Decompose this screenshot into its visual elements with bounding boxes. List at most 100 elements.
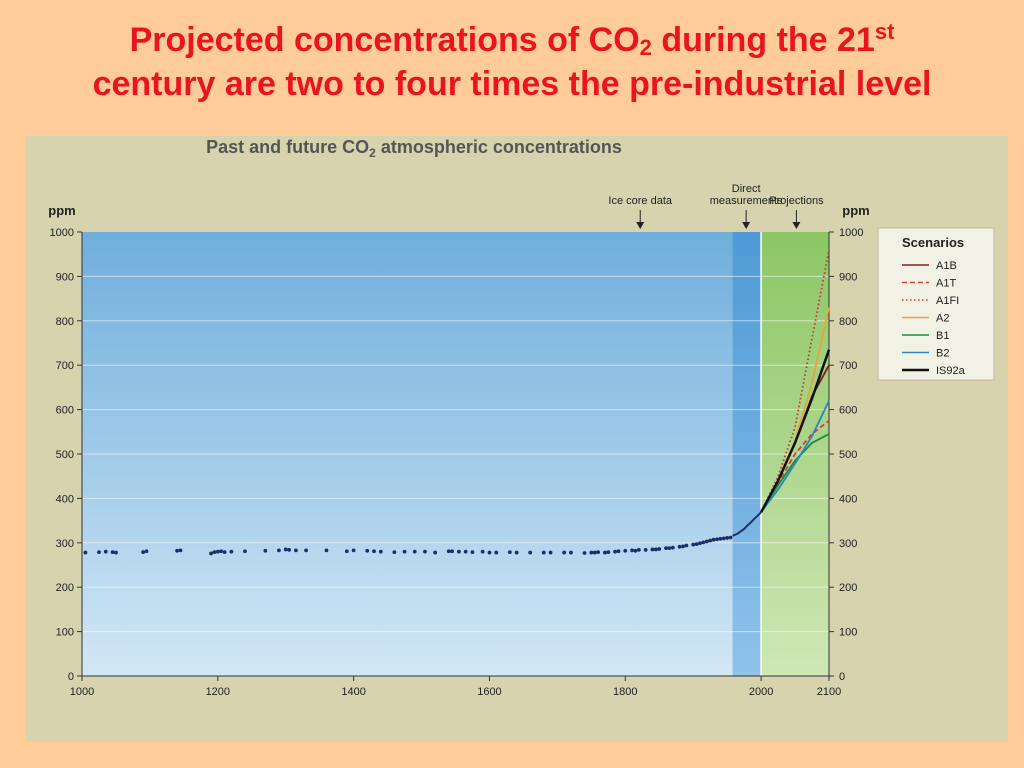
ice-core-point <box>412 549 417 554</box>
y-tick-label-right: 100 <box>839 627 857 639</box>
ice-core-point <box>351 548 356 553</box>
ice-core-point <box>219 549 224 554</box>
ice-core-point <box>670 545 675 550</box>
ice-core-point <box>446 549 451 554</box>
ice-core-point <box>528 550 533 555</box>
legend-label-a1fi: A1FI <box>936 295 959 307</box>
legend-label-is92a: IS92a <box>936 365 966 377</box>
ice-core-point <box>294 548 298 553</box>
ice-core-point <box>229 549 234 554</box>
y-tick-label-left: 900 <box>56 271 74 283</box>
ice-core-point <box>456 549 461 554</box>
y-tick-label-right: 200 <box>839 582 857 594</box>
ice-core-point <box>643 548 648 552</box>
y-tick-label-left: 300 <box>56 538 74 550</box>
ice-core-point <box>372 549 376 554</box>
ice-core-point <box>582 551 587 555</box>
ice-core-point <box>507 550 512 555</box>
series-line-is92a <box>759 349 831 513</box>
ice-core-point <box>97 550 101 555</box>
ice-core-point <box>283 547 288 552</box>
ice-core-point <box>83 550 88 555</box>
ice-core-point <box>433 550 438 555</box>
ice-core-point <box>684 543 689 548</box>
ice-core-point <box>708 538 713 543</box>
ice-core-point <box>480 549 485 554</box>
ice-core-point <box>653 547 658 552</box>
slide-title: Projected concentrations of CO2 during t… <box>0 18 1024 106</box>
legend-label-a2: A2 <box>936 313 949 325</box>
ice-core-point <box>681 544 685 549</box>
ice-core-point <box>277 548 281 553</box>
ice-core-point <box>589 550 594 555</box>
y-tick-label-right: 900 <box>839 271 857 283</box>
ice-core-point <box>718 536 723 541</box>
ice-core-point <box>569 550 573 555</box>
ice-core-point <box>494 550 499 555</box>
ice-core-point <box>287 548 292 552</box>
ice-core-point <box>725 536 730 540</box>
y-tick-label-right: 1000 <box>839 227 863 239</box>
chart-title: Past and future CO2 atmospheric concentr… <box>206 137 622 160</box>
ice-core-point <box>623 548 628 553</box>
ice-core-point <box>715 537 719 542</box>
annotation-label: Projections <box>769 195 824 207</box>
annotation-arrow-head <box>792 222 801 229</box>
y-tick-label-left: 500 <box>56 449 74 461</box>
ice-core-point <box>487 550 492 555</box>
legend-title: Scenarios <box>902 235 964 250</box>
title-superscript: st <box>874 19 895 44</box>
title-line-1: Projected concentrations of CO2 during t… <box>0 18 1024 62</box>
ice-core-point <box>650 547 655 552</box>
ice-core-point <box>667 546 672 551</box>
co2-chart: Past and future CO2 atmospheric concentr… <box>48 137 995 698</box>
legend-box <box>877 227 995 381</box>
y-tick-label-right: 300 <box>839 538 857 550</box>
annotation-arrow-head <box>742 222 751 229</box>
y-axis-label-right: ppm <box>842 203 869 218</box>
ice-core-point <box>470 550 475 555</box>
ice-core-point <box>704 539 709 544</box>
ice-core-point <box>548 550 553 555</box>
y-tick-label-left: 700 <box>56 360 74 372</box>
series-line-a1fi <box>760 249 830 513</box>
ice-core-point <box>450 549 455 554</box>
ice-core-point <box>698 541 702 546</box>
legend-label-a1b: A1B <box>936 260 957 272</box>
x-tick-label: 1200 <box>206 686 230 698</box>
ice-core-point <box>402 549 407 554</box>
ice-core-point <box>110 550 115 555</box>
x-tick-label: 2100 <box>817 686 841 698</box>
ice-core-point <box>677 544 682 549</box>
ice-core-point <box>514 550 519 555</box>
series-line-a1t <box>760 419 830 513</box>
ice-core-point <box>103 549 108 554</box>
ice-core-point <box>243 549 247 554</box>
ice-core-point <box>392 550 397 555</box>
ice-core-point <box>541 550 546 555</box>
ice-core-point <box>114 550 118 555</box>
ice-core-point <box>694 542 699 547</box>
ice-core-point <box>664 546 668 551</box>
ice-core-point <box>365 548 370 553</box>
ice-core-point <box>616 549 621 554</box>
y-tick-label-left: 800 <box>56 316 74 328</box>
ice-core-point <box>175 548 179 553</box>
title-text-a: Projected concentrations of CO <box>129 21 640 59</box>
title-text-b: during the 21 <box>651 21 875 59</box>
ice-core-point <box>215 549 220 554</box>
ice-core-point <box>630 548 634 553</box>
y-tick-label-left: 100 <box>56 627 74 639</box>
ice-core-point <box>344 549 349 554</box>
y-tick-label-left: 200 <box>56 582 74 594</box>
ice-core-point <box>701 540 706 545</box>
ice-core-point <box>212 550 217 555</box>
ice-core-point <box>691 542 696 547</box>
ice-core-point <box>378 549 383 554</box>
ice-core-point <box>728 535 733 540</box>
ice-core-point <box>603 550 607 555</box>
ice-core-point <box>463 549 468 554</box>
ice-core-point <box>423 549 427 554</box>
figure-panel: Past and future CO2 atmospheric concentr… <box>26 136 1008 742</box>
ice-core-point <box>178 548 183 553</box>
